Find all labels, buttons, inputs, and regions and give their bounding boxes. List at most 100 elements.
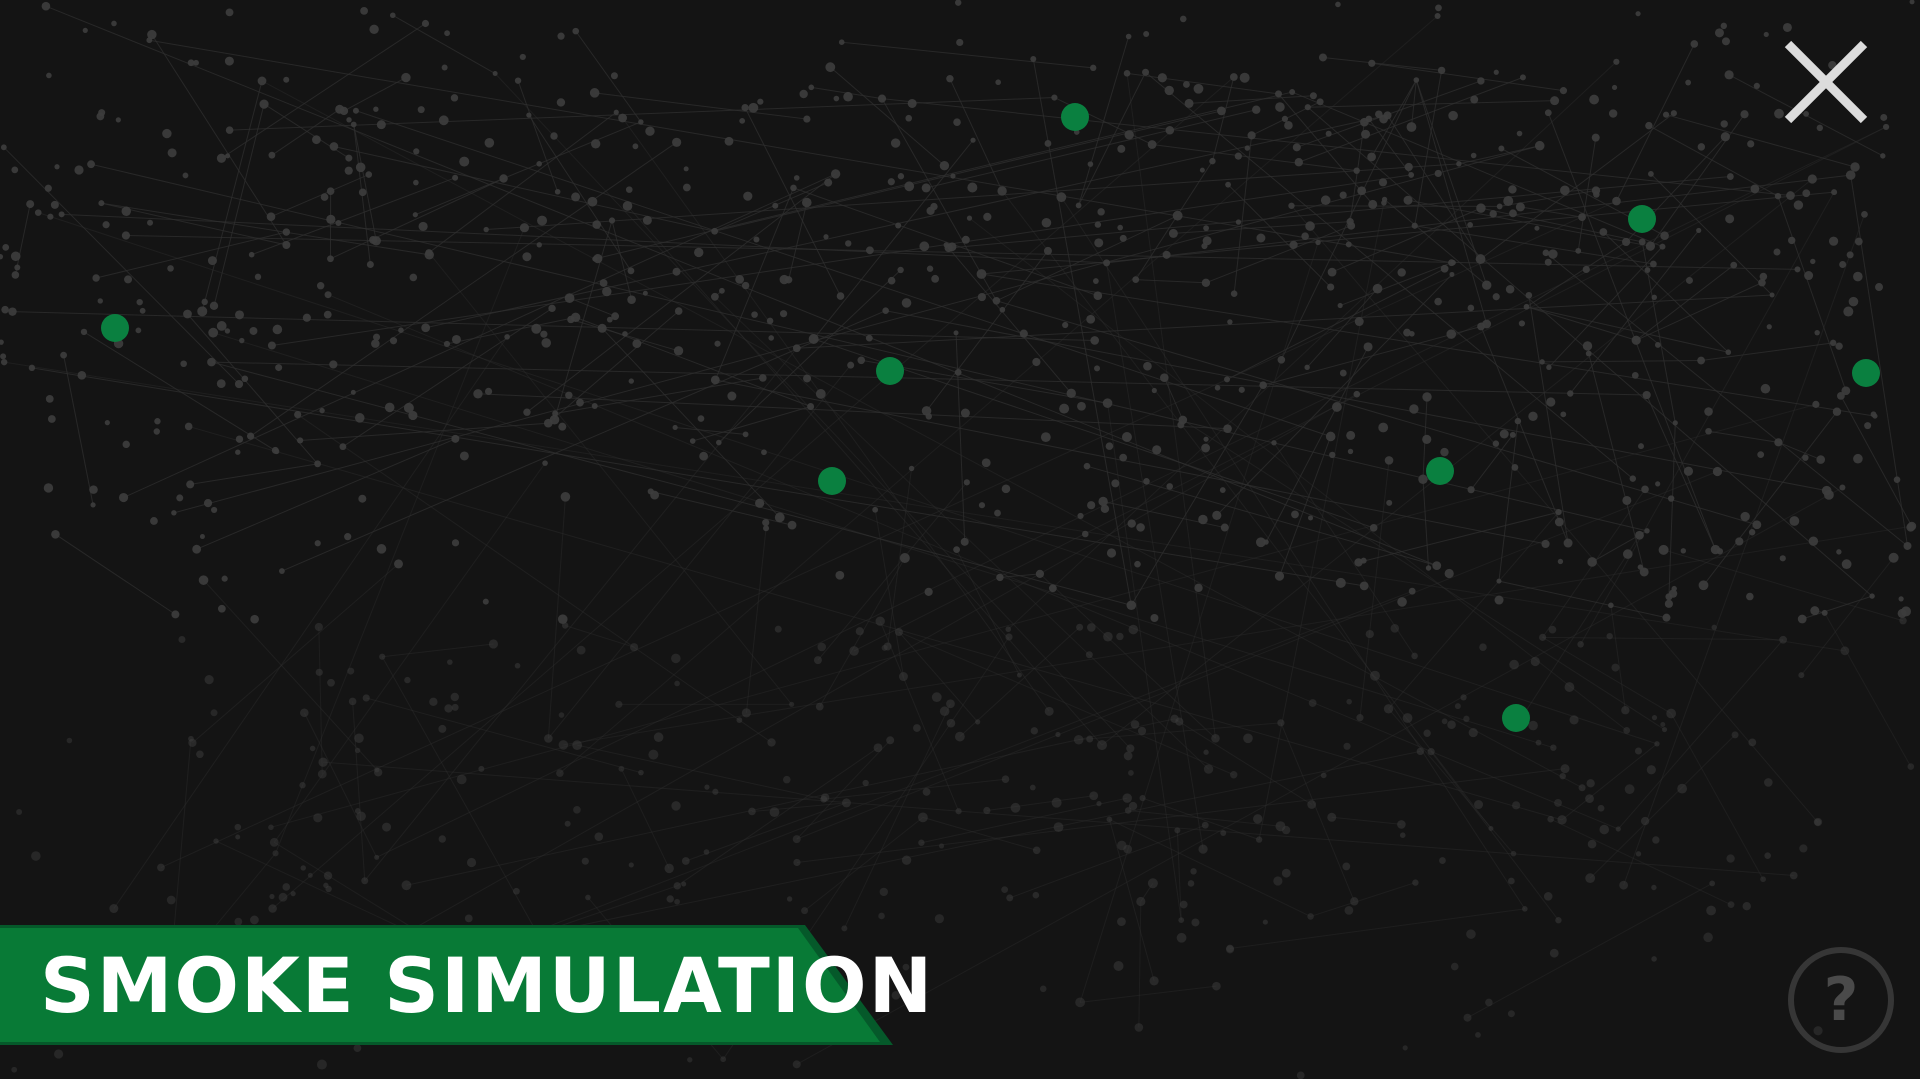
network-node	[1909, 0, 1915, 5]
network-node	[300, 865, 306, 871]
network-node	[748, 807, 756, 816]
network-node	[1165, 125, 1175, 135]
network-node	[1564, 682, 1575, 692]
network-node	[1435, 4, 1442, 12]
network-node	[1214, 385, 1221, 391]
network-node	[1550, 744, 1557, 751]
network-node	[1307, 800, 1317, 809]
network-node	[1479, 643, 1487, 652]
network-edge	[382, 643, 494, 658]
network-edge	[1800, 557, 1895, 676]
network-node	[1454, 703, 1461, 710]
network-node	[1593, 191, 1600, 198]
network-node	[1525, 291, 1533, 299]
close-button[interactable]	[1778, 34, 1874, 130]
network-node	[1308, 515, 1314, 521]
network-node	[801, 197, 812, 208]
network-node	[1087, 501, 1096, 510]
network-node	[1383, 704, 1394, 714]
network-node	[673, 882, 681, 890]
network-node	[438, 724, 447, 733]
network-node	[711, 292, 719, 301]
network-node	[1005, 633, 1013, 641]
network-edge	[881, 98, 997, 302]
network-edge	[1430, 751, 1559, 921]
network-node	[1808, 536, 1819, 546]
network-node	[1720, 22, 1728, 30]
network-edge	[898, 631, 1234, 776]
network-node	[1664, 599, 1674, 608]
network-node	[1136, 896, 1146, 907]
network-node	[1639, 567, 1649, 577]
network-node	[121, 231, 131, 240]
network-node	[224, 56, 234, 66]
help-button[interactable]: ?	[1788, 947, 1894, 1053]
network-edge	[101, 202, 430, 256]
network-node	[887, 178, 895, 186]
network-node	[703, 849, 710, 855]
network-node	[1660, 231, 1669, 240]
network-node	[1203, 225, 1209, 232]
network-node	[1548, 249, 1558, 259]
network-node	[47, 415, 56, 423]
network-edge	[196, 438, 456, 550]
network-node	[1292, 143, 1301, 152]
network-node	[92, 274, 100, 282]
network-edge	[275, 227, 525, 854]
network-edge	[1371, 79, 1417, 158]
network-edge	[577, 744, 824, 800]
network-node	[294, 410, 302, 419]
network-node	[792, 344, 801, 353]
network-node	[413, 179, 419, 186]
network-node	[11, 1066, 18, 1073]
network-node	[1557, 815, 1567, 825]
network-node	[899, 552, 910, 563]
network-edge	[203, 579, 378, 771]
network-edge	[796, 768, 1566, 863]
network-edge	[996, 300, 1758, 526]
network-node	[153, 428, 160, 435]
network-node	[1225, 181, 1231, 188]
network-node	[1534, 225, 1540, 231]
network-node	[946, 718, 956, 728]
network-node	[345, 154, 353, 162]
network-node	[350, 389, 356, 395]
network-node	[250, 614, 259, 624]
network-node	[1546, 364, 1552, 370]
network-node	[1239, 72, 1250, 83]
network-node	[307, 872, 313, 878]
network-edge	[451, 750, 1421, 953]
network-node	[741, 708, 752, 718]
network-edge	[788, 202, 808, 280]
highlighted-node	[876, 357, 904, 385]
network-node	[1672, 420, 1678, 426]
network-node	[1199, 167, 1205, 173]
network-node	[786, 896, 793, 902]
network-node	[1882, 123, 1890, 131]
network-node	[1549, 948, 1559, 958]
network-edge	[817, 482, 968, 661]
network-edge	[1130, 384, 1264, 606]
network-node	[1832, 407, 1842, 416]
network-node	[558, 422, 567, 431]
network-node	[1227, 319, 1233, 325]
network-edge	[1142, 797, 1260, 841]
network-node	[1100, 504, 1110, 514]
network-node	[817, 642, 827, 652]
network-edge	[1007, 61, 1617, 630]
network-edge	[1060, 196, 1526, 910]
network-node	[1201, 443, 1210, 453]
network-node	[632, 339, 642, 348]
network-node	[389, 337, 398, 345]
network-node	[1638, 238, 1646, 246]
network-node	[248, 251, 255, 258]
network-node	[314, 622, 323, 632]
network-node	[1560, 185, 1570, 196]
network-node	[931, 692, 942, 703]
network-node	[1440, 264, 1449, 273]
network-node	[1397, 597, 1407, 607]
network-node	[901, 855, 912, 865]
network-node	[1440, 447, 1449, 457]
network-edge	[1610, 605, 1626, 711]
